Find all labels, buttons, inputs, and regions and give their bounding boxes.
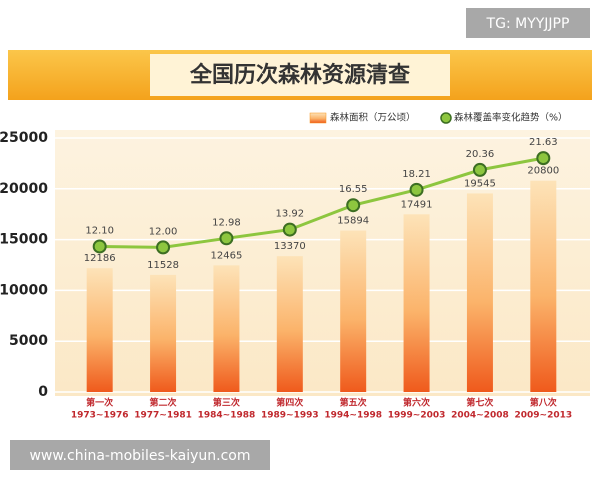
line	[99, 156, 544, 249]
bar	[86, 268, 113, 392]
bar-value-label: 12186	[84, 253, 116, 264]
y-tick-label: 5000	[9, 333, 48, 349]
bar	[276, 256, 303, 392]
plot-area	[55, 130, 590, 396]
watermark-box	[466, 8, 590, 38]
title-box	[150, 54, 450, 96]
line-value-label: 13.92	[275, 209, 304, 220]
line-marker	[536, 151, 551, 166]
x-tick-label: 1994~1998	[324, 411, 382, 421]
watermark-box	[10, 440, 270, 470]
line-marker	[472, 162, 487, 177]
line-marker	[219, 231, 234, 246]
bar	[530, 180, 557, 392]
bar	[340, 230, 367, 392]
x-tick-label: 第六次	[403, 397, 430, 409]
line-value-label: 18.21	[402, 169, 431, 180]
x-tick-label: 第七次	[466, 397, 493, 409]
bar-value-label: 15894	[337, 216, 369, 227]
y-tick-label: 15000	[0, 232, 48, 248]
y-tick-label: 20000	[0, 181, 48, 197]
line-value-label: 12.00	[149, 226, 178, 237]
y-tick-label: 25000	[0, 130, 48, 146]
line-marker	[156, 240, 171, 255]
watermark: TG: MYYJJPP	[486, 16, 570, 32]
bar-value-label: 17491	[401, 199, 433, 210]
legend-swatch	[309, 112, 327, 124]
bar	[150, 274, 177, 392]
x-tick-label: 第四次	[276, 397, 303, 409]
x-tick-label: 第八次	[530, 397, 557, 409]
x-tick-label: 1977~1981	[134, 411, 192, 421]
line-value-label: 20.36	[466, 149, 495, 160]
x-tick-label: 2009~2013	[514, 411, 572, 421]
line-value-label: 16.55	[339, 184, 368, 195]
bar	[213, 265, 240, 392]
line-marker	[409, 182, 424, 197]
x-tick-label: 1973~1976	[71, 411, 129, 421]
line-value-label: 12.10	[85, 225, 114, 236]
y-tick-label: 10000	[0, 282, 48, 298]
bar	[403, 214, 430, 392]
watermark: www.china-mobiles-kaiyun.com	[29, 448, 250, 464]
y-tick-label: 0	[38, 384, 48, 400]
line-marker	[346, 198, 361, 213]
legend-swatch	[440, 112, 452, 124]
line-value-label: 21.63	[529, 137, 558, 148]
bar-value-label: 11528	[147, 260, 179, 271]
line-marker	[282, 222, 297, 237]
x-tick-label: 第一次	[86, 397, 113, 409]
x-tick-label: 2004~2008	[451, 411, 509, 421]
legend-label: 森林覆盖率变化趋势（%）	[454, 112, 568, 124]
chart-title: 全国历次森林资源清查	[189, 62, 410, 88]
line-marker	[92, 239, 107, 254]
x-tick-label: 1989~1993	[261, 411, 319, 421]
bar-value-label: 20800	[527, 166, 559, 177]
x-tick-label: 1999~2003	[388, 411, 446, 421]
x-tick-label: 第二次	[150, 397, 177, 409]
x-tick-label: 1984~1988	[198, 411, 256, 421]
bar-value-label: 13370	[274, 241, 306, 252]
x-tick-label: 第三次	[213, 397, 240, 409]
x-tick-label: 第五次	[340, 397, 367, 409]
bar	[466, 193, 493, 392]
line-value-label: 12.98	[212, 217, 241, 228]
bar-value-label: 19545	[464, 178, 496, 189]
legend-label: 森林面积（万公顷）	[330, 112, 416, 124]
bar-value-label: 12465	[211, 250, 243, 261]
